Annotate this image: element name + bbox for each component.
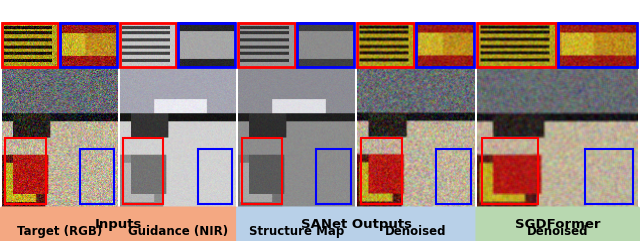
Bar [80, 149, 115, 204]
Text: Denoised: Denoised [385, 225, 447, 238]
Bar [586, 149, 634, 204]
Bar [60, 23, 117, 67]
Bar [477, 23, 556, 67]
FancyBboxPatch shape [476, 207, 640, 241]
Bar [2, 23, 58, 67]
Bar [297, 23, 354, 67]
FancyBboxPatch shape [236, 207, 477, 241]
Bar [198, 149, 232, 204]
Bar [123, 138, 163, 204]
Text: Target (RGB): Target (RGB) [17, 225, 102, 238]
Text: SANet Outputs: SANet Outputs [301, 218, 412, 231]
Bar [241, 138, 282, 204]
Bar [238, 23, 295, 67]
Bar [5, 138, 45, 204]
Bar [416, 23, 474, 67]
Bar [483, 138, 538, 204]
Bar [178, 23, 235, 67]
Text: Inputs: Inputs [95, 218, 143, 231]
Bar [316, 149, 351, 204]
Text: Structure Map: Structure Map [249, 225, 344, 238]
Bar [357, 23, 414, 67]
Bar [436, 149, 472, 204]
FancyBboxPatch shape [0, 207, 237, 241]
Text: Denoised: Denoised [527, 225, 589, 238]
Bar [120, 23, 175, 67]
Text: Guidance (NIR): Guidance (NIR) [127, 225, 228, 238]
Bar [360, 138, 401, 204]
Bar [559, 23, 637, 67]
Text: SGDFormer: SGDFormer [515, 218, 600, 231]
